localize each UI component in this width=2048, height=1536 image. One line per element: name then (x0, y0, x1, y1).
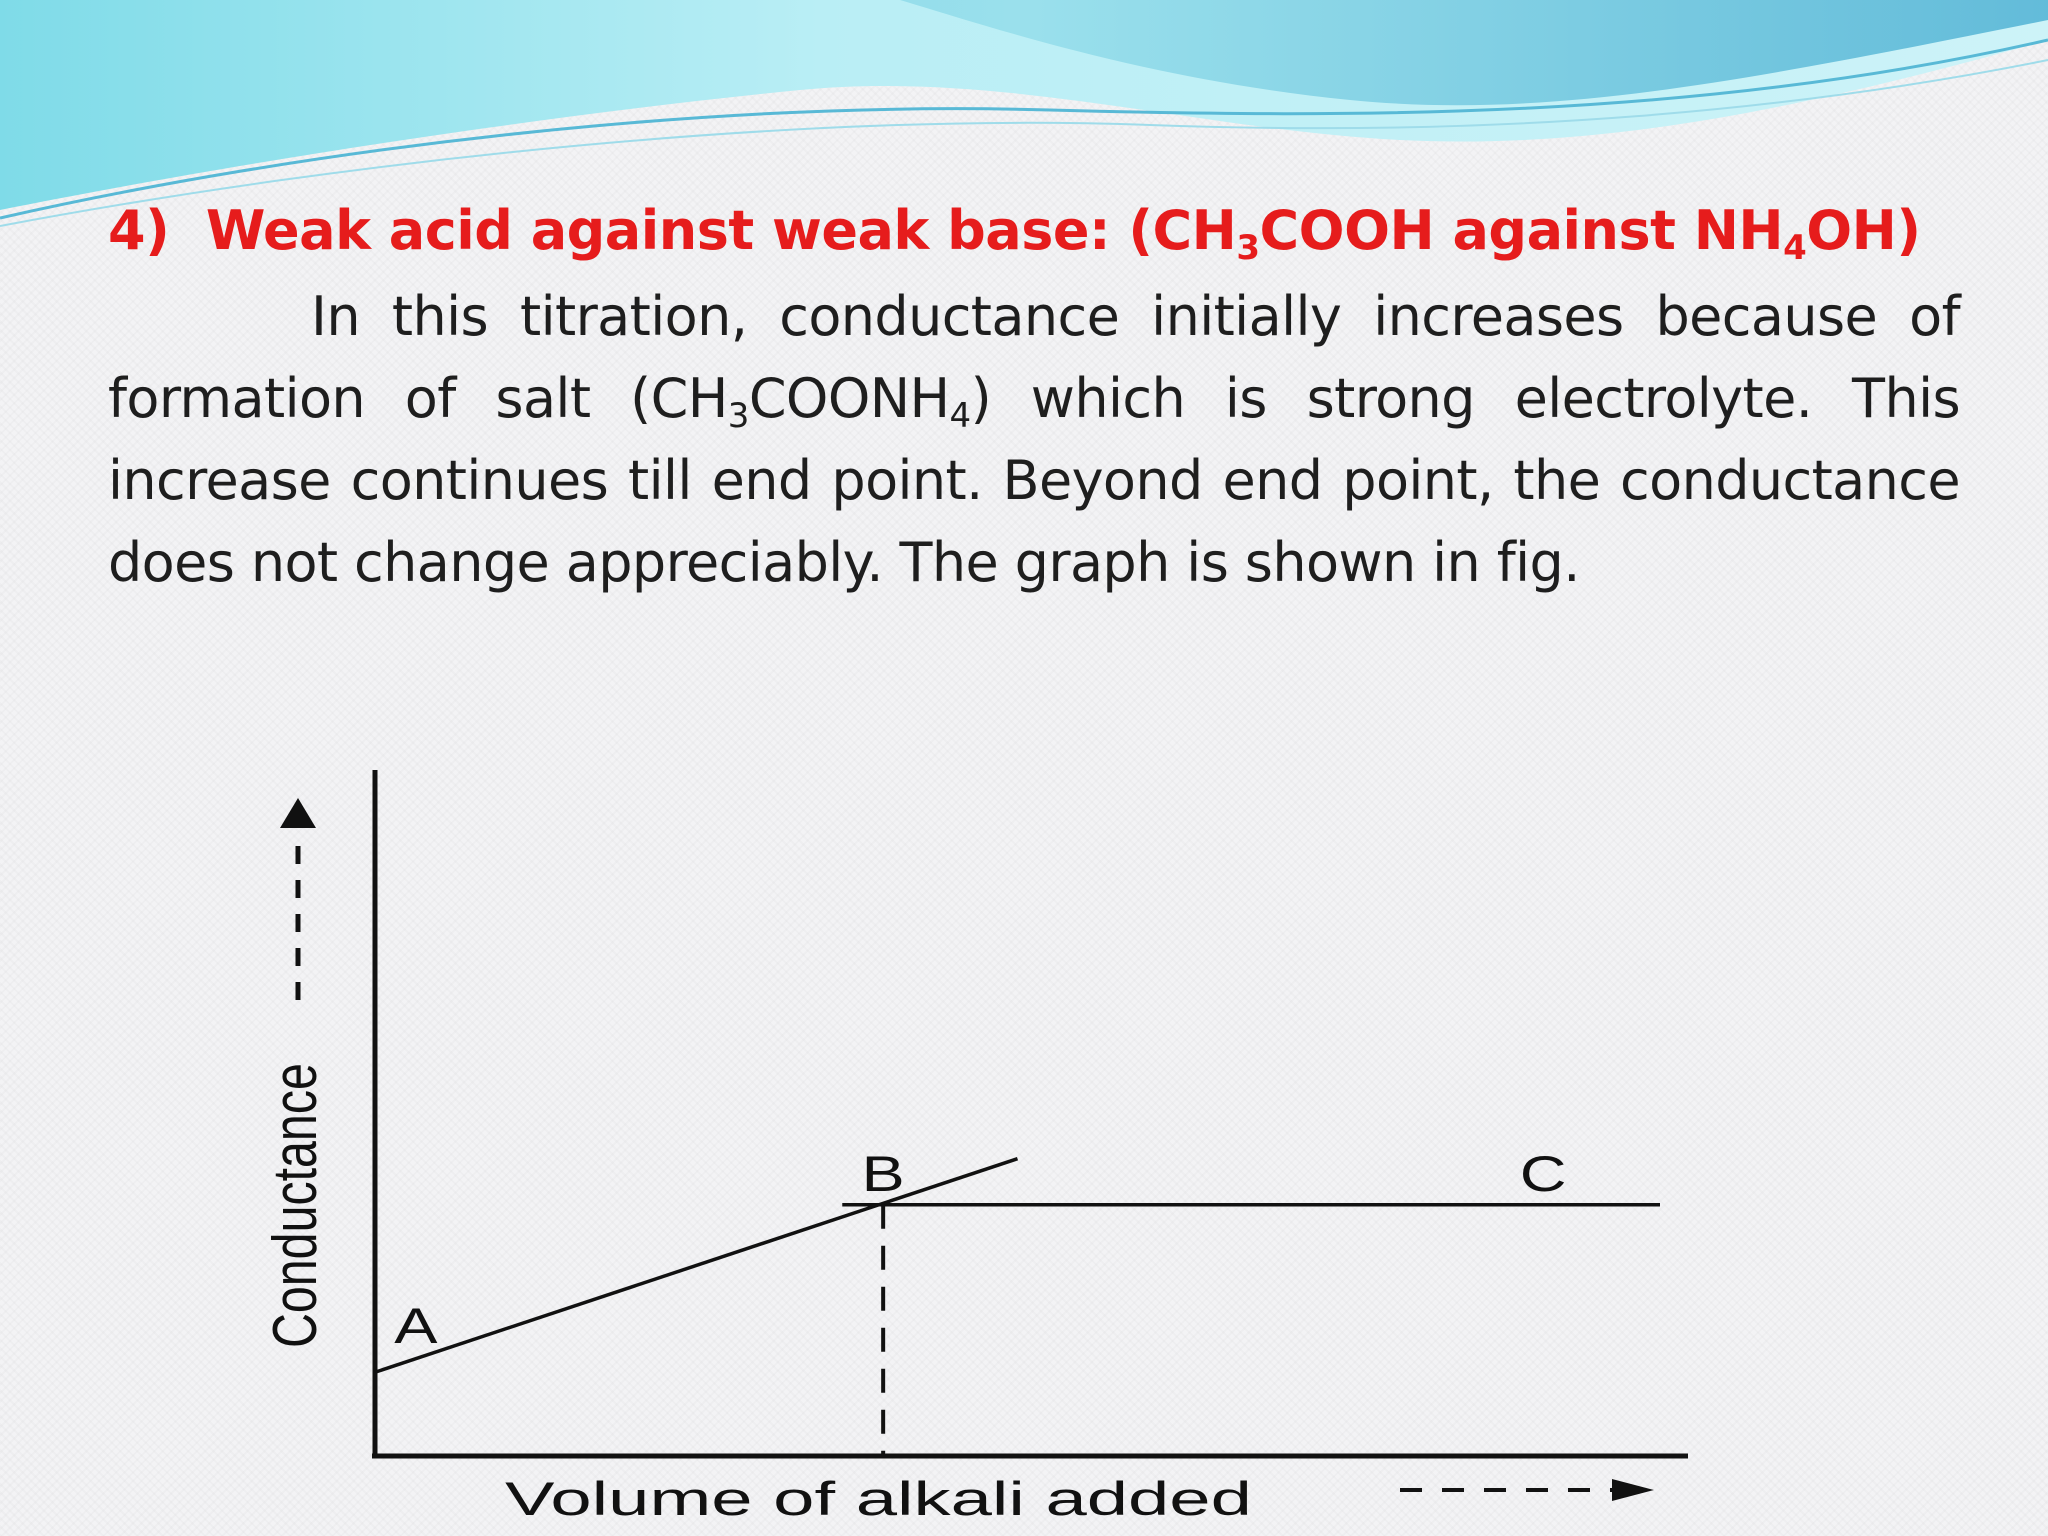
x-axis-label: Volume of alkali added (505, 1473, 1252, 1526)
heading-text-2: COOH against NH (1259, 199, 1784, 262)
paragraph-subscript-2: 4 (949, 396, 972, 436)
y-axis-label: Conductance (260, 1063, 329, 1348)
point-label-b: B (862, 1147, 905, 1202)
body-paragraph: In this titration, conductance initially… (108, 276, 1961, 604)
heading-text-3: OH) (1806, 199, 1921, 262)
x-axis-arrowhead (1612, 1479, 1654, 1501)
plot-area: A B C (374, 1147, 1660, 1456)
slide-heading: 4) Weak acid against weak base: (CH3COOH… (108, 192, 1968, 270)
header-wave-decoration (0, 0, 2048, 227)
heading-subscript-2: 4 (1783, 228, 1807, 268)
heading-text-1: Weak acid against weak base: (CH (205, 199, 1237, 262)
heading-number: 4) (108, 199, 170, 262)
y-axis-arrowhead (280, 798, 316, 828)
point-label-c: C (1520, 1147, 1567, 1202)
paragraph-part-1: In this titration, conductance initially… (108, 285, 1961, 430)
series-line-1 (374, 1157, 1019, 1374)
point-label-a: A (394, 1299, 438, 1354)
heading-subscript-1: 3 (1236, 228, 1260, 268)
paragraph-part-2: COONH (748, 367, 950, 430)
paragraph-subscript-1: 3 (727, 396, 750, 436)
paragraph-part-3: ) which is strong electrolyte. This incr… (108, 367, 1961, 594)
